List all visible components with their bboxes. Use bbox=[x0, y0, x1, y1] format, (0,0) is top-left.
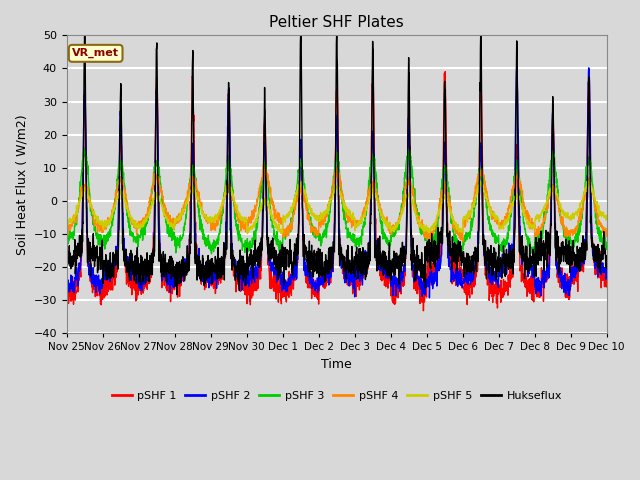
Hukseflux bbox=[571, 264, 579, 269]
pSHF 2 bbox=[63, 284, 70, 289]
pSHF 4 bbox=[214, 222, 221, 228]
pSHF 1 bbox=[214, 275, 221, 281]
pSHF 2 bbox=[603, 270, 611, 276]
pSHF 5 bbox=[586, 177, 594, 182]
Legend: pSHF 1, pSHF 2, pSHF 3, pSHF 4, pSHF 5, Hukseflux: pSHF 1, pSHF 2, pSHF 3, pSHF 4, pSHF 5, … bbox=[107, 387, 566, 406]
pSHF 1 bbox=[571, 277, 579, 283]
pSHF 5 bbox=[214, 215, 221, 220]
Hukseflux bbox=[365, 240, 372, 246]
pSHF 5 bbox=[243, 231, 251, 237]
pSHF 2 bbox=[214, 272, 221, 277]
pSHF 2 bbox=[513, 64, 521, 70]
pSHF 1 bbox=[352, 294, 360, 300]
Line: pSHF 3: pSHF 3 bbox=[67, 148, 607, 258]
pSHF 2 bbox=[494, 277, 502, 283]
Y-axis label: Soil Heat Flux ( W/m2): Soil Heat Flux ( W/m2) bbox=[15, 114, 28, 255]
Line: pSHF 4: pSHF 4 bbox=[67, 165, 607, 242]
Hukseflux bbox=[494, 254, 502, 260]
pSHF 3 bbox=[571, 239, 579, 245]
pSHF 1 bbox=[369, 68, 377, 74]
Line: Hukseflux: Hukseflux bbox=[67, 36, 607, 295]
Line: pSHF 1: pSHF 1 bbox=[67, 71, 607, 311]
pSHF 1 bbox=[603, 267, 611, 273]
pSHF 3 bbox=[556, 205, 563, 211]
pSHF 1 bbox=[556, 273, 563, 279]
pSHF 2 bbox=[352, 268, 360, 274]
pSHF 5 bbox=[364, 198, 372, 204]
pSHF 3 bbox=[80, 145, 88, 151]
Title: Peltier SHF Plates: Peltier SHF Plates bbox=[269, 15, 404, 30]
pSHF 2 bbox=[426, 295, 433, 300]
pSHF 3 bbox=[603, 246, 611, 252]
pSHF 5 bbox=[353, 222, 360, 228]
pSHF 4 bbox=[259, 162, 267, 168]
pSHF 1 bbox=[494, 288, 502, 294]
pSHF 3 bbox=[353, 239, 360, 244]
pSHF 3 bbox=[494, 239, 502, 245]
Hukseflux bbox=[556, 255, 563, 261]
pSHF 4 bbox=[364, 187, 372, 193]
pSHF 5 bbox=[556, 200, 563, 206]
Hukseflux bbox=[603, 265, 611, 271]
pSHF 4 bbox=[494, 219, 502, 225]
Hukseflux bbox=[214, 268, 221, 274]
pSHF 4 bbox=[603, 228, 611, 234]
pSHF 5 bbox=[570, 211, 578, 217]
pSHF 5 bbox=[494, 214, 502, 220]
pSHF 4 bbox=[63, 227, 70, 233]
Line: pSHF 2: pSHF 2 bbox=[67, 67, 607, 298]
X-axis label: Time: Time bbox=[321, 358, 352, 371]
Hukseflux bbox=[173, 292, 181, 298]
pSHF 4 bbox=[571, 229, 579, 235]
Line: pSHF 5: pSHF 5 bbox=[67, 180, 607, 234]
Hukseflux bbox=[63, 249, 70, 255]
Hukseflux bbox=[81, 33, 88, 38]
pSHF 3 bbox=[365, 187, 372, 193]
Text: VR_met: VR_met bbox=[72, 48, 119, 59]
pSHF 1 bbox=[364, 262, 372, 268]
pSHF 3 bbox=[243, 255, 251, 261]
pSHF 4 bbox=[556, 209, 563, 215]
pSHF 5 bbox=[63, 219, 70, 225]
pSHF 5 bbox=[603, 215, 611, 221]
Hukseflux bbox=[353, 244, 360, 250]
pSHF 1 bbox=[420, 308, 428, 313]
pSHF 3 bbox=[63, 241, 70, 247]
pSHF 4 bbox=[459, 239, 467, 245]
pSHF 2 bbox=[571, 268, 579, 274]
pSHF 1 bbox=[63, 278, 70, 284]
pSHF 3 bbox=[214, 236, 221, 242]
pSHF 2 bbox=[364, 263, 372, 268]
pSHF 2 bbox=[556, 270, 563, 276]
pSHF 4 bbox=[353, 225, 360, 230]
